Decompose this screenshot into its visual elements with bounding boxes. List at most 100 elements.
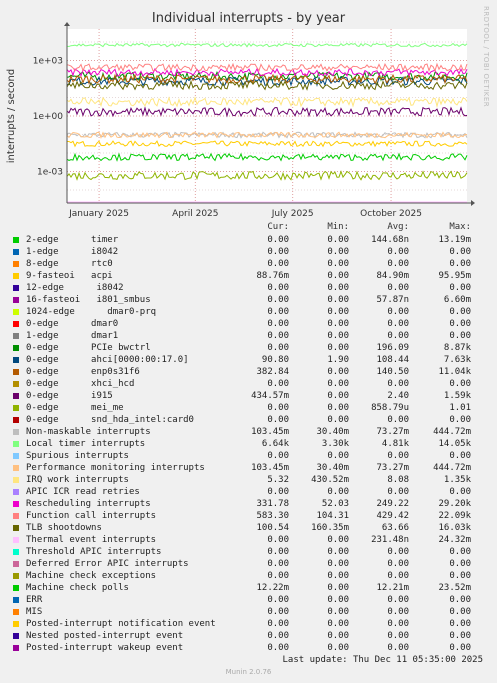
legend-max-value: 444.72m: [433, 463, 471, 473]
series-line-14: [66, 170, 468, 181]
legend-row: 2-edge timer 0.00 0.00 144.68n 13.19m: [0, 235, 497, 247]
legend-min-value: 160.35m: [311, 523, 349, 533]
legend-series-name: 0-edge ahci[0000:00:17.0]: [26, 355, 189, 365]
legend-swatch: [13, 561, 19, 567]
legend-swatch: [13, 525, 19, 531]
legend-swatch: [13, 345, 19, 351]
legend-cur-value: 0.00: [267, 235, 289, 245]
legend-min-value: 0.00: [327, 535, 349, 545]
legend-row: Machine check exceptions 0.00 0.00 0.00 0.00: [0, 571, 497, 583]
legend-row: TLB shootdowns 100.54 160.35m 63.66 16.03k: [0, 523, 497, 535]
legend-series-name: Non-maskable interrupts: [26, 427, 151, 437]
legend-min-value: 0.00: [327, 631, 349, 641]
legend-swatch: [13, 501, 19, 507]
legend-series-name: Performance monitoring interrupts: [26, 463, 205, 473]
legend-row: Local timer interrupts 6.64k 3.30k 4.81k 14.…: [0, 439, 497, 451]
legend-avg-value: 0.00: [387, 547, 409, 557]
legend-series-name: Machine check polls: [26, 583, 129, 593]
legend-series-name: 0-edge enp0s31f6: [26, 367, 140, 377]
legend-max-value: 23.52m: [438, 583, 471, 593]
legend-swatch: [13, 309, 19, 315]
header-avg: Avg:: [387, 222, 409, 232]
legend-cur-value: 100.54: [256, 523, 289, 533]
x-tick-label: January 2025: [68, 209, 129, 219]
legend-avg-value: 84.90m: [376, 271, 409, 281]
legend-max-value: 11.04k: [438, 367, 471, 377]
legend-cur-value: 434.57m: [251, 391, 289, 401]
legend-cur-value: 0.00: [267, 619, 289, 629]
interrupts-chart: 1e-03 1e+00 1e+03 January 2025 April 2025 Jul…: [6, 22, 475, 219]
legend-min-value: 0.00: [327, 331, 349, 341]
legend-series-name: 0-edge xhci_hcd: [26, 379, 135, 389]
legend-avg-value: 0.00: [387, 631, 409, 641]
legend-row: APIC ICR read retries 0.00 0.00 0.00 0.00: [0, 487, 497, 499]
legend-max-value: 13.19m: [438, 235, 471, 245]
legend-swatch: [13, 597, 19, 603]
legend-avg-value: 63.66: [381, 523, 409, 533]
legend-row: 9-fasteoi acpi 88.76m 0.00 84.90m 95.95m: [0, 271, 497, 283]
legend-swatch: [13, 381, 19, 387]
legend-min-value: 104.31: [316, 511, 349, 521]
header-max: Max:: [449, 222, 471, 232]
legend-avg-value: 0.00: [387, 247, 409, 257]
legend-min-value: 0.00: [327, 487, 349, 497]
legend-swatch: [13, 513, 19, 519]
legend-avg-value: 196.09: [376, 343, 409, 353]
legend-max-value: 16.03k: [438, 523, 471, 533]
legend-min-value: 0.00: [327, 643, 349, 653]
legend-series-name: 2-edge timer: [26, 235, 119, 245]
legend-cur-value: 0.00: [267, 607, 289, 617]
legend-row: ERR 0.00 0.00 0.00 0.00: [0, 595, 497, 607]
legend-max-value: 8.87k: [443, 343, 471, 353]
legend-swatch: [13, 537, 19, 543]
legend-swatch: [13, 261, 19, 267]
legend-max-value: 22.09k: [438, 511, 471, 521]
legend-min-value: 0.00: [327, 283, 349, 293]
legend-series-name: APIC ICR read retries: [26, 487, 140, 497]
legend-min-value: 0.00: [327, 247, 349, 257]
rrdtool-credit: RRDTOOL / TOBI OETIKER: [482, 6, 490, 108]
legend-series-name: Function call interrupts: [26, 511, 157, 521]
legend-swatch: [13, 633, 19, 639]
legend-row: Performance monitoring interrupts 103.45m…: [0, 463, 497, 475]
legend-avg-value: 0.00: [387, 307, 409, 317]
legend-swatch: [13, 429, 19, 435]
legend-cur-value: 6.64k: [261, 439, 289, 449]
legend-series-name: IRQ work interrupts: [26, 475, 129, 485]
legend-cur-value: 90.80: [261, 355, 289, 365]
y-tick-label: 1e+03: [33, 56, 63, 66]
legend-cur-value: 0.00: [267, 631, 289, 641]
legend-series-name: Spurious interrupts: [26, 451, 129, 461]
series-line-24: [66, 79, 468, 91]
legend-max-value: 444.72m: [433, 427, 471, 437]
legend-cur-value: 0.00: [267, 415, 289, 425]
legend-avg-value: 0.00: [387, 283, 409, 293]
legend-row: Posted-interrupt wakeup event 0.00 0.00 0.0…: [0, 643, 497, 655]
legend-row: 1024-edge dmar0-prq 0.00 0.00 0.00 0.00: [0, 307, 497, 319]
legend-series-name: Local timer interrupts: [26, 439, 146, 449]
legend-row: 1-edge dmar1 0.00 0.00 0.00 0.00: [0, 331, 497, 343]
legend-avg-value: 108.44: [376, 355, 409, 365]
legend-row: Threshold APIC interrupts 0.00 0.00 0.00 0.0…: [0, 547, 497, 559]
legend-cur-value: 0.00: [267, 283, 289, 293]
legend-avg-value: 858.79u: [371, 403, 409, 413]
legend-cur-value: 0.00: [267, 547, 289, 557]
legend-min-value: 0.00: [327, 559, 349, 569]
legend-row: 0-edge xhci_hcd 0.00 0.00 0.00 0.00: [0, 379, 497, 391]
series-line-11: [66, 73, 468, 85]
legend-cur-value: 0.00: [267, 307, 289, 317]
legend-series-name: Posted-interrupt wakeup event: [26, 643, 184, 653]
legend-swatch: [13, 357, 19, 363]
legend-swatch: [13, 321, 19, 327]
legend-max-value: 0.00: [449, 331, 471, 341]
legend-min-value: 0.00: [327, 307, 349, 317]
legend-row: Deferred Error APIC interrupts 0.00 0.00 0.…: [0, 559, 497, 571]
legend-avg-value: 0.00: [387, 559, 409, 569]
legend-cur-value: 0.00: [267, 319, 289, 329]
legend-avg-value: 231.48n: [371, 535, 409, 545]
legend-avg-value: 0.00: [387, 451, 409, 461]
legend-row: Spurious interrupts 0.00 0.00 0.00 0.00: [0, 451, 497, 463]
header-cur: Cur:: [267, 222, 289, 232]
legend-cur-value: 0.00: [267, 343, 289, 353]
legend-cur-value: 0.00: [267, 487, 289, 497]
